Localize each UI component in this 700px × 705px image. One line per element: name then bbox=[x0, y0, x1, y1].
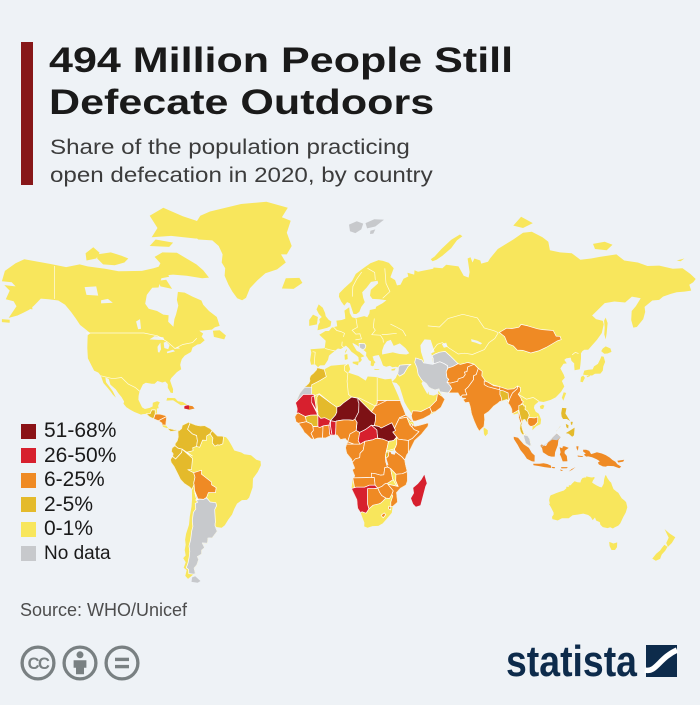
svg-text:CC: CC bbox=[28, 655, 50, 673]
svg-text:statista: statista bbox=[506, 637, 637, 681]
